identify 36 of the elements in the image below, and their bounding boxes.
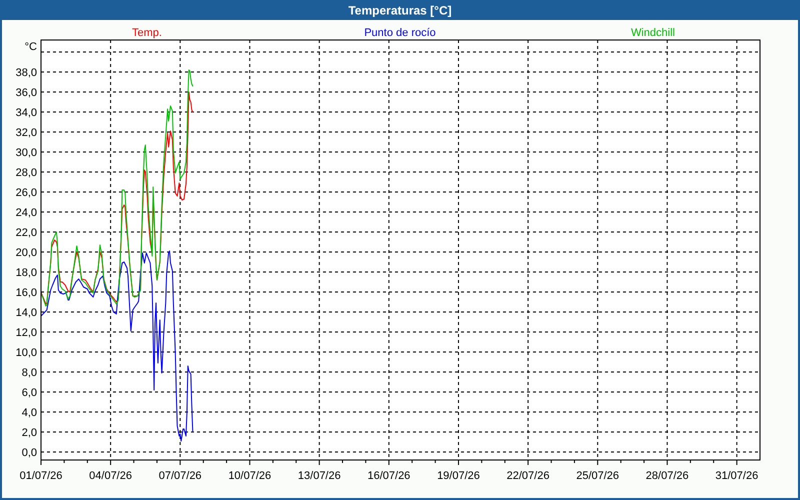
chart-title: Temperaturas [°C]: [348, 4, 452, 18]
y-tick-label: 38,0: [16, 66, 37, 79]
x-tick-label: 19/07/26: [437, 470, 480, 482]
text: Windchill: [630, 26, 676, 39]
text: Temp.: [132, 26, 162, 39]
y-tick-label: 30,0: [16, 146, 37, 159]
y-tick-label: 10,0: [16, 346, 37, 359]
x-tick-label: 07/07/26: [158, 470, 202, 482]
x-tick-label: 04/07/26: [89, 470, 132, 482]
y-tick-label: 20,0: [16, 246, 37, 259]
x-tick-label: 13/07/26: [298, 470, 341, 482]
y-tick-label: 0,0: [22, 446, 37, 459]
x-tick-label: 22/07/26: [506, 470, 550, 482]
y-tick-label: 32,0: [16, 126, 37, 139]
x-tick-label: 28/07/26: [646, 470, 689, 482]
y-tick-label: 24,0: [16, 206, 37, 219]
text: Punto de rocío: [364, 26, 436, 39]
y-tick-label: 28,0: [16, 166, 37, 179]
y-axis-title: °C: [24, 41, 38, 53]
x-tick-label: 01/07/26: [20, 470, 62, 482]
y-tick-label: 22,0: [16, 226, 37, 239]
y-tick-label: 8,0: [22, 366, 37, 379]
y-tick-label: 16,0: [16, 286, 37, 299]
x-tick-label: 10/07/26: [228, 470, 272, 482]
x-tick-label: 31/07/26: [715, 470, 758, 482]
y-tick-label: 4,0: [22, 406, 37, 419]
y-tick-label: 2,0: [22, 426, 37, 439]
y-tick-label: 34,0: [16, 106, 37, 119]
y-tick-label: 26,0: [16, 186, 37, 199]
x-tick-label: 16/07/26: [367, 470, 410, 482]
y-tick-label: 12,0: [16, 326, 37, 339]
y-tick-label: 6,0: [22, 386, 37, 399]
y-tick-label: 14,0: [16, 306, 37, 319]
y-tick-label: 36,0: [16, 86, 37, 99]
y-tick-label: 18,0: [16, 266, 37, 279]
x-tick-label: 25/07/26: [576, 470, 620, 482]
